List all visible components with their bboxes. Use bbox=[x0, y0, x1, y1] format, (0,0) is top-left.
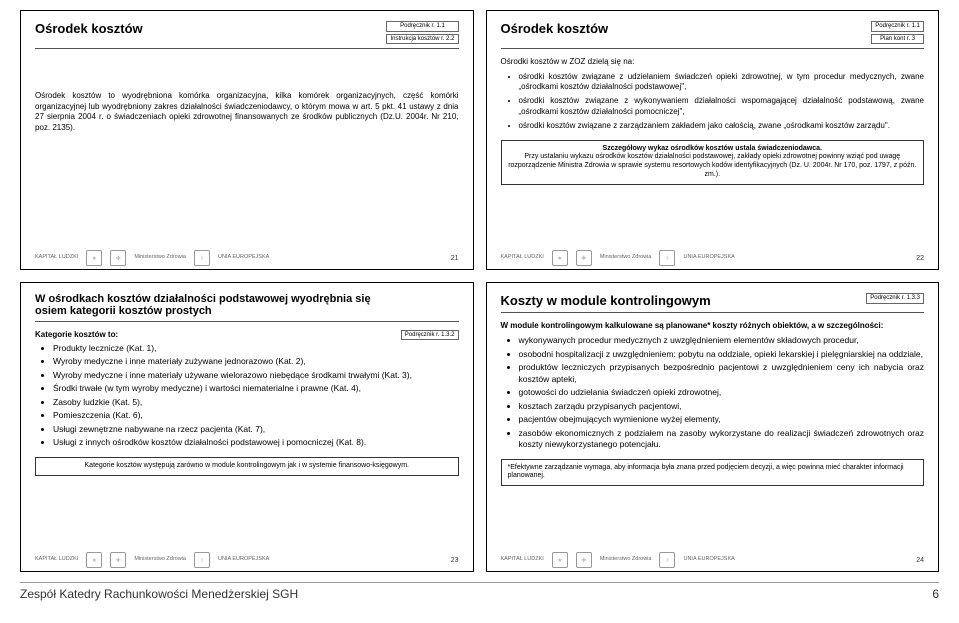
slide-footer: KAPITAŁ LUDZKI ★ ✚ Ministerstwo Zdrowia … bbox=[501, 250, 925, 266]
bullet-list: wykonywanych procedur medycznych z uwzgl… bbox=[501, 335, 925, 450]
slide-title: Ośrodek kosztów bbox=[35, 21, 143, 36]
list-item: Usługi z innych ośrodków kosztów działal… bbox=[53, 437, 459, 448]
ref-box: Podręcznik r. 1.3.3 bbox=[866, 293, 924, 304]
ref-boxes: Podręcznik r. 1.1 Instrukcja kosztów r. … bbox=[386, 21, 458, 44]
logo-icon: ★ bbox=[86, 250, 102, 266]
list-item: kosztach zarządu przypisanych pacjentowi… bbox=[519, 401, 925, 412]
footnote-box: *Efektywne zarządzanie wymaga, aby infor… bbox=[501, 459, 925, 487]
slide-number: 22 bbox=[916, 255, 924, 262]
logo-kapital: KAPITAŁ LUDZKI bbox=[501, 255, 544, 261]
logo-kapital: KAPITAŁ LUDZKI bbox=[35, 255, 78, 261]
list-item: Wyroby medyczne i inne materiały zużywan… bbox=[53, 356, 459, 367]
slide-footer: KAPITAŁ LUDZKI ★ ✚ Ministerstwo Zdrowia … bbox=[35, 250, 459, 266]
ref-boxes: Podręcznik r. 1.3.3 bbox=[866, 293, 924, 304]
body-text: Ośrodek kosztów to wyodrębniona komórka … bbox=[35, 91, 459, 133]
logo-kapital: KAPITAŁ LUDZKI bbox=[501, 557, 544, 563]
list-item: produktów leczniczych przypisanych bezpo… bbox=[519, 362, 925, 385]
slide-22: Ośrodek kosztów Podręcznik r. 1.1 Plan k… bbox=[486, 10, 940, 270]
slide-footer: KAPITAŁ LUDZKI ★ ✚ Ministerstwo Zdrowia … bbox=[35, 552, 459, 568]
slide-number: 23 bbox=[451, 557, 459, 564]
slide-grid: Ośrodek kosztów Podręcznik r. 1.1 Instru… bbox=[20, 10, 939, 572]
list-item: ośrodki kosztów związane z udzielaniem ś… bbox=[519, 72, 925, 93]
list-item: Środki trwałe (w tym wyroby medyczne) i … bbox=[53, 383, 459, 394]
logo-kapital: KAPITAŁ LUDZKI bbox=[35, 557, 78, 563]
slide-title: Ośrodek kosztów bbox=[501, 21, 609, 36]
slide-number: 21 bbox=[451, 255, 459, 262]
list-item: Usługi zewnętrzne nabywane na rzecz pacj… bbox=[53, 424, 459, 435]
list-item: gotowości do udzielania świadczeń opieki… bbox=[519, 387, 925, 398]
sub-heading: Kategorie kosztów to: bbox=[35, 330, 459, 339]
logo-eu: UNIA EUROPEJSKA bbox=[218, 557, 269, 563]
logo-icon: ★ bbox=[86, 552, 102, 568]
ref-boxes: Podręcznik r. 1.1 Plan kont r. 3 bbox=[871, 21, 924, 44]
slide-header: Ośrodek kosztów Podręcznik r. 1.1 Instru… bbox=[35, 21, 459, 49]
logo-mz: Ministerstwo Zdrowia bbox=[600, 255, 652, 261]
logo-eu: UNIA EUROPEJSKA bbox=[683, 557, 734, 563]
intro-text: W module kontrolingowym kalkulowane są p… bbox=[501, 321, 925, 331]
logo-icon: ★ bbox=[552, 250, 568, 266]
logo-icon: ✚ bbox=[576, 552, 592, 568]
note-title: Szczegółowy wykaz ośrodków kosztów ustal… bbox=[603, 145, 822, 152]
footer-logos: KAPITAŁ LUDZKI ★ ✚ Ministerstwo Zdrowia … bbox=[35, 250, 269, 266]
list-item: zasobów ekonomicznych z podziałem na zas… bbox=[519, 428, 925, 451]
footer-page-number: 6 bbox=[932, 587, 939, 601]
footer-left: Zespół Katedry Rachunkowości Menedżerski… bbox=[20, 587, 298, 601]
page: Ośrodek kosztów Podręcznik r. 1.1 Instru… bbox=[0, 0, 959, 606]
page-footer: Zespół Katedry Rachunkowości Menedżerski… bbox=[20, 582, 939, 601]
slide-23: W ośrodkach kosztów działalności podstaw… bbox=[20, 282, 474, 572]
slide-title: W ośrodkach kosztów działalności podstaw… bbox=[35, 293, 374, 317]
slide-footer: KAPITAŁ LUDZKI ★ ✚ Ministerstwo Zdrowia … bbox=[501, 552, 925, 568]
footer-logos: KAPITAŁ LUDZKI ★ ✚ Ministerstwo Zdrowia … bbox=[35, 552, 269, 568]
logo-icon: ✚ bbox=[110, 250, 126, 266]
list-item: ośrodki kosztów związane z zarządzaniem … bbox=[519, 121, 925, 131]
logo-eu: UNIA EUROPEJSKA bbox=[683, 255, 734, 261]
intro-text: Ośrodki kosztów w ZOZ dzielą się na: bbox=[501, 57, 925, 67]
logo-icon: ★ bbox=[552, 552, 568, 568]
slide-header: Ośrodek kosztów Podręcznik r. 1.1 Plan k… bbox=[501, 21, 925, 49]
ref-inline: Podręcznik r. 1.3.2 bbox=[401, 330, 459, 340]
logo-icon: ✚ bbox=[110, 552, 126, 568]
slide-21: Ośrodek kosztów Podręcznik r. 1.1 Instru… bbox=[20, 10, 474, 270]
ref-box: Podręcznik r. 1.1 bbox=[386, 21, 458, 32]
logo-mz: Ministerstwo Zdrowia bbox=[134, 557, 186, 563]
list-item: Zasoby ludzkie (Kat. 5), bbox=[53, 397, 459, 408]
logo-icon: ⚕ bbox=[659, 552, 675, 568]
list-item: wykonywanych procedur medycznych z uwzgl… bbox=[519, 335, 925, 346]
list-item: Wyroby medyczne i inne materiały używane… bbox=[53, 370, 459, 381]
slide-title: Koszty w module kontrolingowym bbox=[501, 293, 711, 308]
list-item: ośrodki kosztów związane z wykonywaniem … bbox=[519, 96, 925, 117]
footer-logos: KAPITAŁ LUDZKI ★ ✚ Ministerstwo Zdrowia … bbox=[501, 552, 735, 568]
logo-icon: ✚ bbox=[576, 250, 592, 266]
slide-header: W ośrodkach kosztów działalności podstaw… bbox=[35, 293, 459, 322]
logo-eu: UNIA EUROPEJSKA bbox=[218, 255, 269, 261]
note-box: Kategorie kosztów występują zarówno w mo… bbox=[35, 457, 459, 476]
ref-box: Instrukcja kosztów r. 2.2 bbox=[386, 34, 458, 45]
footer-logos: KAPITAŁ LUDZKI ★ ✚ Ministerstwo Zdrowia … bbox=[501, 250, 735, 266]
bullet-list: ośrodki kosztów związane z udzielaniem ś… bbox=[501, 72, 925, 132]
logo-icon: ⚕ bbox=[194, 250, 210, 266]
logo-mz: Ministerstwo Zdrowia bbox=[600, 557, 652, 563]
list-item: Produkty lecznicze (Kat. 1), bbox=[53, 343, 459, 354]
logo-icon: ⚕ bbox=[194, 552, 210, 568]
slide-24: Koszty w module kontrolingowym Podręczni… bbox=[486, 282, 940, 572]
list-item: pacjentów obejmujących wymienione wyżej … bbox=[519, 414, 925, 425]
note-box: Szczegółowy wykaz ośrodków kosztów ustal… bbox=[501, 140, 925, 185]
list-item: osobodni hospitalizacji z uwzględnieniem… bbox=[519, 349, 925, 360]
logo-icon: ⚕ bbox=[659, 250, 675, 266]
slide-number: 24 bbox=[916, 557, 924, 564]
bullet-list: Produkty lecznicze (Kat. 1), Wyroby medy… bbox=[35, 343, 459, 449]
list-item: Pomieszczenia (Kat. 6), bbox=[53, 410, 459, 421]
logo-mz: Ministerstwo Zdrowia bbox=[134, 255, 186, 261]
slide-header: Koszty w module kontrolingowym Podręczni… bbox=[501, 293, 925, 313]
ref-box: Plan kont r. 3 bbox=[871, 34, 924, 45]
note-body: Przy ustalaniu wykazu ośrodków kosztów d… bbox=[508, 153, 916, 178]
ref-box: Podręcznik r. 1.1 bbox=[871, 21, 924, 32]
